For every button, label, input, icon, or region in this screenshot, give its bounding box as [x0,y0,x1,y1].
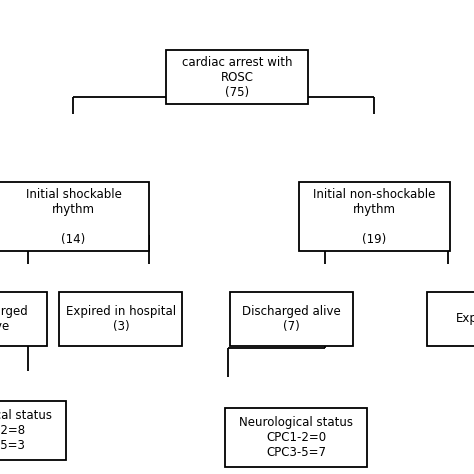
FancyBboxPatch shape [0,292,47,346]
Text: Discharged alive
(7): Discharged alive (7) [242,305,341,333]
Text: Discharged
alive: Discharged alive [0,305,28,333]
Text: Neurological status
CPC1-2=8
CPC3-5=3: Neurological status CPC1-2=8 CPC3-5=3 [0,409,52,452]
FancyBboxPatch shape [0,401,66,460]
FancyBboxPatch shape [427,292,474,346]
FancyBboxPatch shape [166,50,308,104]
FancyBboxPatch shape [0,182,149,251]
Text: Initial shockable
rhythm

(14): Initial shockable rhythm (14) [26,188,121,246]
Text: Expired: Expired [456,312,474,325]
Text: cardiac arrest with
ROSC
(75): cardiac arrest with ROSC (75) [182,55,292,99]
Text: Initial non-shockable
rhythm

(19): Initial non-shockable rhythm (19) [313,188,436,246]
Text: Expired in hospital
(3): Expired in hospital (3) [66,305,176,333]
Text: Neurological status
CPC1-2=0
CPC3-5=7: Neurological status CPC1-2=0 CPC3-5=7 [239,416,353,459]
FancyBboxPatch shape [59,292,182,346]
FancyBboxPatch shape [230,292,353,346]
FancyBboxPatch shape [225,408,367,467]
FancyBboxPatch shape [299,182,450,251]
